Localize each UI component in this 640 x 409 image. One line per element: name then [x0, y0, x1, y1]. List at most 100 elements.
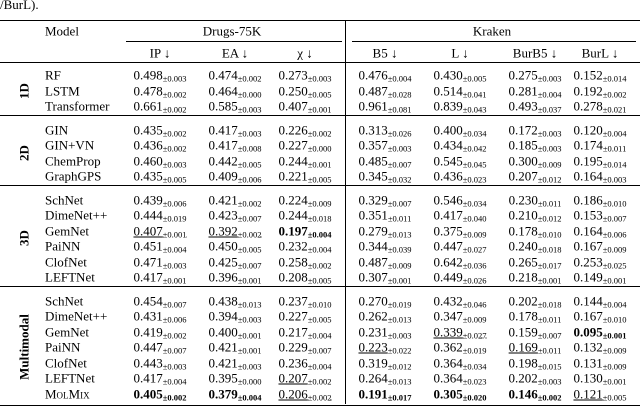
- cell-value: 0.546: [433, 192, 463, 207]
- cell: 0.172±0.003: [508, 123, 562, 138]
- cell-value: 0.439: [133, 192, 163, 207]
- cell: 0.421±0.003: [208, 356, 261, 370]
- cell: 0.419±0.002: [133, 325, 186, 339]
- cell: 0.451±0.004: [133, 240, 186, 254]
- cell: 0.240±0.018: [508, 240, 561, 254]
- cell: 0.305±0.020: [433, 387, 486, 401]
- cell: 0.421±0.001: [208, 341, 262, 356]
- cell: 0.250±0.005: [278, 83, 331, 98]
- cell-value: 0.435: [133, 122, 163, 137]
- cell-std: ±0.002: [162, 104, 187, 115]
- cell-value: 0.169: [508, 339, 538, 355]
- cell-value: 0.364: [433, 370, 463, 386]
- cell: 0.351±0.011: [359, 209, 412, 223]
- cell-std: ±0.004: [602, 128, 627, 138]
- cell-value: 0.394: [208, 308, 238, 324]
- cell-value: 0.347: [433, 308, 463, 324]
- cell-value: 0.344: [358, 238, 388, 254]
- model-name: RF: [45, 67, 61, 83]
- cell: 0.300±0.009: [508, 154, 561, 168]
- rule: [0, 20, 640, 22]
- cell: 0.206±0.002: [278, 387, 331, 401]
- cell-value: 0.250: [278, 83, 308, 98]
- cell: 0.396±0.001: [208, 269, 261, 285]
- cell-std: ±0.040: [462, 213, 487, 224]
- cell-std: ±0.019: [387, 299, 412, 309]
- rule: [0, 62, 640, 63]
- cell: 0.258±0.002: [278, 255, 331, 269]
- cell: 0.460±0.003: [133, 154, 186, 168]
- cell-std: ±0.025: [602, 260, 627, 270]
- cell-value: 0.319: [358, 355, 388, 370]
- cell: 0.400±0.001: [208, 325, 261, 339]
- cell-value: 0.229: [278, 339, 308, 355]
- cell: 0.178±0.011: [509, 310, 562, 324]
- column-header: BurB5 ↓: [512, 45, 558, 61]
- cell-std: ±0.001: [237, 345, 262, 356]
- cell-value: 0.192: [573, 83, 603, 98]
- cell-value: 0.307: [358, 269, 388, 285]
- cell-std: ±0.003: [537, 128, 562, 138]
- cell-value: 0.202: [508, 293, 538, 308]
- cell-value: 0.279: [358, 223, 388, 238]
- cell-std: ±0.005: [307, 174, 332, 185]
- cell: 0.407±0.001: [133, 224, 187, 239]
- cell-value: 0.149: [573, 269, 603, 285]
- cell-std: ±0.005: [462, 73, 487, 84]
- cell-value: 0.417: [133, 269, 163, 285]
- header-model: Model: [45, 23, 79, 39]
- caption-fragment: /BurL).: [0, 0, 39, 12]
- cell: 0.202±0.003: [508, 372, 561, 386]
- cell: 0.417±0.008: [208, 139, 262, 154]
- cell-value: 0.396: [208, 269, 238, 285]
- cell-std: ±0.002: [162, 143, 187, 154]
- model-name: GIN: [45, 122, 69, 137]
- model-name: GemNet: [45, 223, 90, 238]
- cell-value: 0.442: [208, 153, 238, 168]
- cell-value: 0.281: [508, 83, 538, 98]
- cell-std: ±0.037: [537, 104, 562, 115]
- cell: 0.236±0.004: [278, 356, 331, 370]
- cell-value: 0.400: [433, 122, 463, 137]
- cell-value: 0.191: [358, 386, 388, 401]
- section-label: 3D: [16, 230, 32, 247]
- cell-std: ±0.002: [162, 392, 187, 402]
- cell-value: 0.423: [208, 207, 238, 223]
- cell-value: 0.487: [358, 83, 388, 98]
- cell-std: ±0.001: [162, 229, 187, 239]
- cell-value: 0.585: [208, 98, 238, 114]
- cell-value: 0.438: [208, 293, 238, 308]
- cell: 0.394±0.003: [208, 308, 261, 324]
- cell-value: 0.218: [508, 269, 538, 285]
- cell: 0.186±0.010: [573, 193, 626, 207]
- cell: 0.407±0.001: [278, 100, 331, 114]
- model-name: PaiNN: [45, 238, 81, 254]
- cell: 0.281±0.004: [508, 83, 561, 98]
- model-name: ClofNet: [45, 254, 87, 269]
- cell-std: ±0.026: [387, 128, 412, 138]
- cell-std: ±0.019: [162, 213, 187, 224]
- cell-value: 0.432: [433, 293, 463, 308]
- cell-value: 0.278: [573, 98, 603, 114]
- model-name: MolMix: [45, 386, 90, 401]
- cell-std: ±0.009: [602, 361, 627, 371]
- cell: 0.198±0.015: [508, 356, 561, 370]
- cell-value: 0.120: [573, 122, 603, 137]
- cell-std: ±0.002: [602, 89, 627, 99]
- cell-value: 0.185: [508, 137, 538, 153]
- cell-value: 0.329: [358, 192, 388, 207]
- cell: 0.442±0.005: [208, 153, 261, 168]
- cell-std: ±0.023: [462, 174, 487, 185]
- cell-std: ±0.008: [237, 143, 262, 154]
- cell-value: 0.642: [433, 254, 463, 269]
- cell-value: 0.362: [433, 339, 463, 355]
- cell-value: 0.514: [433, 83, 463, 98]
- cell-value: 0.443: [133, 355, 163, 370]
- cell-std: ±0.045: [462, 159, 487, 169]
- rule: [345, 21, 346, 404]
- cell-std: ±0.002: [307, 376, 332, 387]
- model-name: SchNet: [45, 192, 84, 207]
- cell-std: ±0.009: [602, 244, 627, 255]
- cell-value: 0.195: [573, 153, 603, 168]
- cell-value: 0.449: [433, 269, 463, 285]
